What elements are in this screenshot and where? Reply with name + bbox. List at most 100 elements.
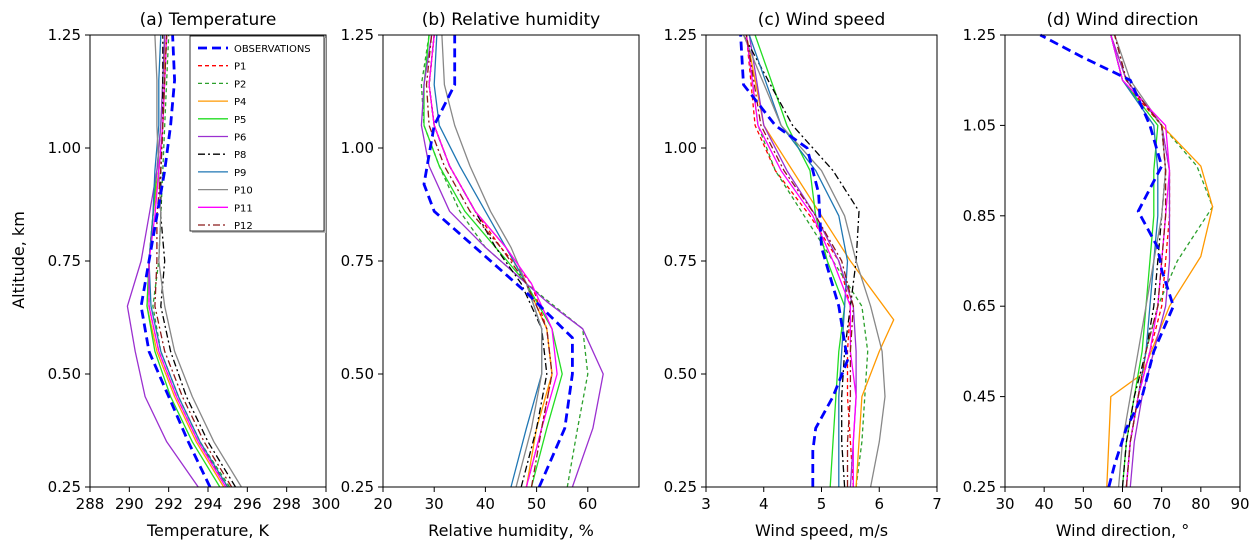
series-line-observations (422, 35, 574, 488)
plot-frame (705, 34, 938, 488)
x-tick-label: 3 (701, 495, 711, 513)
series-line-p6 (1110, 34, 1171, 488)
series-line-p10 (441, 34, 543, 488)
x-tick-label: 40 (476, 495, 495, 513)
legend-entry: P2 (234, 79, 246, 90)
panel-1: 288 290 292 294 296 298 300 0.25 0.50 0.75 1.00 1.2… (48, 10, 341, 540)
x-axis-label: Relative humidity, % (428, 521, 594, 540)
x-tick-label: 60 (1113, 495, 1132, 513)
series-line-p12 (154, 34, 233, 488)
y-tick-label: 0.85 (963, 207, 996, 225)
legend-entry: P1 (234, 62, 246, 73)
x-axis-label: Wind speed, m/s (755, 521, 888, 540)
x-tick-label: 7 (932, 495, 942, 513)
legend-entry: OBSERVATIONS (234, 44, 311, 55)
legend-entry: P9 (234, 168, 246, 179)
figure-y-axis-label: Altitude, km (9, 211, 28, 309)
y-tick-label: 0.25 (48, 478, 81, 496)
series-line-p11 (428, 34, 558, 488)
series-line-p11 (745, 34, 857, 487)
chart-title: (a) Temperature (140, 10, 277, 30)
panel-4: 30 40 50 60 70 80 90 0.25 0.45 0.65 0.85 1.05 1.25 (d… (963, 10, 1250, 540)
x-axis-label: Wind direction, ° (1056, 521, 1190, 540)
y-tick-label: 1.25 (341, 26, 374, 44)
y-tick-label: 0.65 (963, 297, 996, 315)
chart-title: (c) Wind speed (758, 10, 886, 30)
y-tick-label: 1.00 (664, 139, 697, 157)
y-tick-label: 0.75 (48, 252, 81, 270)
series-line-observations (739, 34, 849, 487)
y-tick-label: 0.50 (341, 365, 374, 383)
x-tick-label: 50 (527, 495, 546, 513)
legend-entry: P12 (234, 221, 253, 232)
series-line-p9 (433, 34, 543, 488)
chart-title: (d) Wind direction (1046, 10, 1198, 30)
series-line-p6 (748, 34, 857, 488)
x-tick-label: 30 (425, 495, 444, 513)
y-tick-label: 0.25 (664, 478, 697, 496)
y-tick-label: 0.25 (341, 478, 374, 496)
x-tick-label: 20 (373, 495, 392, 513)
x-tick-label: 50 (1074, 495, 1093, 513)
series-line-p12 (1114, 34, 1167, 488)
x-tick-label: 296 (233, 495, 262, 513)
y-tick-label: 0.75 (341, 252, 374, 270)
series-line-p12 (745, 34, 854, 487)
panel-3: 3 4 5 6 7 0.25 0.50 0.75 1.00 1.25 (c) Wind speed W… (664, 10, 942, 540)
y-tick-label: 1.25 (48, 26, 81, 44)
series-line-p6 (420, 34, 604, 488)
plot-frame (382, 34, 640, 488)
series-line-p10 (742, 34, 886, 488)
panel-2: 20 30 40 50 60 0.25 0.50 0.75 1.00 1.25 (b) Relati… (341, 10, 640, 540)
plot-frame (1004, 34, 1241, 488)
x-tick-label: 70 (1152, 495, 1171, 513)
legend-box (189, 35, 325, 232)
series-line-p9 (748, 34, 849, 487)
x-tick-label: 30 (995, 495, 1014, 513)
chart-title: (b) Relative humidity (422, 10, 601, 30)
series-line-p5 (754, 34, 846, 488)
x-tick-label: 6 (874, 495, 884, 513)
x-tick-label: 298 (272, 495, 301, 513)
series-line-p6 (126, 34, 199, 488)
legend-entry: P10 (234, 186, 253, 197)
series-line-p1 (745, 34, 854, 488)
series-line-observations (139, 34, 212, 488)
series-line-p10 (154, 34, 242, 488)
y-tick-label: 1.05 (963, 116, 996, 134)
x-tick-label: 292 (154, 495, 183, 513)
y-tick-label: 0.50 (48, 365, 81, 383)
x-tick-label: 40 (1035, 495, 1054, 513)
y-tick-label: 1.00 (341, 139, 374, 157)
legend-entry: P6 (234, 133, 246, 144)
series-line-p4 (745, 34, 895, 488)
x-tick-label: 90 (1230, 495, 1249, 513)
y-tick-label: 0.50 (664, 365, 697, 383)
y-tick-label: 1.00 (48, 139, 81, 157)
x-tick-label: 300 (312, 495, 341, 513)
y-tick-label: 1.25 (963, 26, 996, 44)
y-tick-label: 1.25 (664, 26, 697, 44)
x-tick-label: 5 (817, 495, 827, 513)
series-line-p1 (1110, 34, 1171, 488)
x-axis-label: Temperature, K (146, 521, 270, 540)
legend-entry: P8 (234, 150, 246, 161)
x-tick-label: 60 (578, 495, 597, 513)
series-line-p12 (425, 34, 553, 488)
y-tick-label: 0.25 (963, 478, 996, 496)
legend-entry: P11 (234, 203, 253, 214)
series-line-p2 (745, 34, 869, 488)
series-line-p8 (742, 34, 860, 488)
series-line-observations (1039, 33, 1175, 488)
x-tick-label: 80 (1191, 495, 1210, 513)
legend-entry: P5 (234, 115, 246, 126)
x-tick-label: 290 (115, 495, 144, 513)
series-line-p8 (1114, 34, 1167, 488)
y-tick-label: 0.75 (664, 252, 697, 270)
y-tick-label: 0.45 (963, 388, 996, 406)
x-tick-label: 294 (194, 495, 223, 513)
x-tick-label: 4 (759, 495, 769, 513)
legend-entry: P4 (234, 97, 246, 108)
x-tick-label: 288 (76, 495, 105, 513)
